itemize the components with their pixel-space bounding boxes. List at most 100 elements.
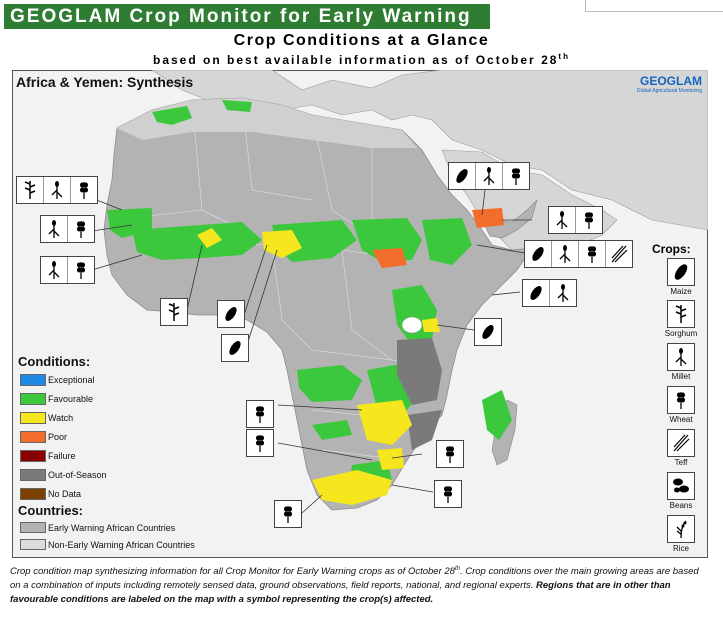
- rice-icon: [667, 515, 695, 543]
- legend-item-early-warning: Early Warning African Countries: [20, 521, 175, 534]
- wheat-icon: [579, 241, 606, 267]
- legend-item-no-data: No Data: [20, 487, 81, 501]
- page-title: Crop Conditions at a Glance: [233, 32, 490, 49]
- crop-label: Rice: [672, 544, 689, 553]
- millet-icon: [552, 241, 579, 267]
- wheat-icon: [71, 177, 97, 203]
- callout-angola: [246, 400, 274, 428]
- callout-somalia: [522, 279, 577, 307]
- millet-icon: [41, 257, 68, 283]
- legend-item-favourable: Favourable: [20, 392, 93, 406]
- legend-label: Watch: [48, 413, 74, 423]
- legend-swatch: [20, 431, 46, 443]
- caption-superscript: th: [454, 566, 460, 572]
- maize-icon: [222, 335, 248, 361]
- wheat-icon: [503, 163, 529, 189]
- wheat-icon: [247, 430, 273, 456]
- caption-emphasis: Regions that are in other than favourabl…: [10, 580, 671, 606]
- wheat-icon: [68, 257, 94, 283]
- header-tab-outline: [585, 0, 723, 12]
- subtitle-superscript: th: [558, 52, 570, 61]
- out-of-season-regions: [397, 338, 442, 450]
- caption-text-continued: . Crop conditions over the main growing …: [10, 566, 699, 592]
- legend-item-watch: Watch: [20, 411, 73, 425]
- wheat-icon: [68, 216, 94, 242]
- crop-label: Teff: [674, 458, 688, 467]
- beans-icon: [667, 472, 695, 500]
- wheat-icon: [667, 386, 695, 414]
- legend-swatch: [20, 522, 46, 533]
- millet-icon: [667, 343, 695, 371]
- callout-gulf-guinea: [40, 256, 95, 284]
- legend-label: Failure: [48, 451, 76, 461]
- countries-heading: Countries:: [18, 503, 83, 518]
- callout-west-sahel: [16, 176, 98, 204]
- legend-label: Poor: [48, 432, 68, 442]
- maize-icon: [218, 301, 244, 327]
- crop-label: Wheat: [669, 415, 693, 424]
- sorghum-icon: [667, 300, 695, 328]
- millet-icon: [550, 280, 576, 306]
- callout-central-africa: [221, 334, 249, 362]
- millet-icon: [549, 207, 576, 233]
- maize-icon: [523, 280, 550, 306]
- legend-label: Favourable: [48, 394, 94, 404]
- crop-label: Beans: [669, 501, 693, 510]
- crop-label: Maize: [670, 287, 692, 296]
- geoglam-logo: GEOGLAM Global Agricultural Monitoring: [626, 74, 702, 94]
- legend-swatch: [20, 469, 46, 481]
- millet-icon: [476, 163, 503, 189]
- sorghum-icon: [17, 177, 44, 203]
- legend-label: Exceptional: [48, 375, 95, 385]
- maize-icon: [667, 258, 695, 286]
- callout-senegal: [40, 215, 95, 243]
- sorghum-icon: [161, 299, 187, 325]
- legend-swatch: [20, 374, 46, 386]
- watch-regions: [197, 228, 440, 505]
- map-caption: Crop condition map synthesizing informat…: [10, 562, 710, 607]
- legend-item-out-of-season: Out-of-Season: [20, 468, 107, 482]
- callout-kenya: [474, 318, 502, 346]
- legend-item-failure: Failure: [20, 449, 76, 463]
- legend-swatch: [20, 488, 46, 500]
- conditions-heading: Conditions:: [18, 354, 91, 369]
- legend-label: No Data: [48, 489, 82, 499]
- legend-item-exceptional: Exceptional: [20, 373, 95, 387]
- callout-nigeria-south: [160, 298, 188, 326]
- legend-label: Out-of-Season: [48, 470, 107, 480]
- logo-name: GEOGLAM: [640, 74, 702, 88]
- wheat-icon: [275, 501, 301, 527]
- callout-ethiopia: [524, 240, 633, 268]
- wheat-icon: [247, 401, 273, 427]
- north-africa-non-ew: [117, 98, 417, 148]
- callout-south-africa-east: [434, 480, 462, 508]
- crops-heading: Crops:: [652, 242, 691, 256]
- teff-icon: [606, 241, 632, 267]
- lake-victoria: [401, 316, 423, 334]
- millet-icon: [41, 216, 68, 242]
- wheat-icon: [576, 207, 602, 233]
- callout-mozambique: [436, 440, 464, 468]
- millet-icon: [44, 177, 71, 203]
- logo-tagline: Global Agricultural Monitoring: [636, 88, 702, 94]
- legend-item-poor: Poor: [20, 430, 67, 444]
- report-banner: GEOGLAM Crop Monitor for Early Warning: [4, 4, 490, 29]
- wheat-icon: [437, 441, 463, 467]
- callout-south-africa-west: [274, 500, 302, 528]
- callout-cameroon: [217, 300, 245, 328]
- legend-item-non-early-warning: Non-Early Warning African Countries: [20, 538, 195, 551]
- poor-regions: [372, 208, 504, 268]
- map-title: Africa & Yemen: Synthesis: [16, 74, 194, 90]
- wheat-icon: [435, 481, 461, 507]
- subtitle-text: based on best available information as o…: [153, 53, 559, 67]
- africa-synthesis-map: [83, 70, 708, 514]
- teff-icon: [667, 429, 695, 457]
- callout-yemen: [548, 206, 603, 234]
- callout-sudan: [448, 162, 530, 190]
- maize-icon: [449, 163, 476, 189]
- crop-label: Millet: [671, 372, 691, 381]
- yemen-region: [481, 198, 538, 239]
- page-subtitle: based on best available information as o…: [0, 52, 723, 67]
- caption-text: Crop condition map synthesizing informat…: [10, 566, 455, 578]
- legend-swatch: [20, 450, 46, 462]
